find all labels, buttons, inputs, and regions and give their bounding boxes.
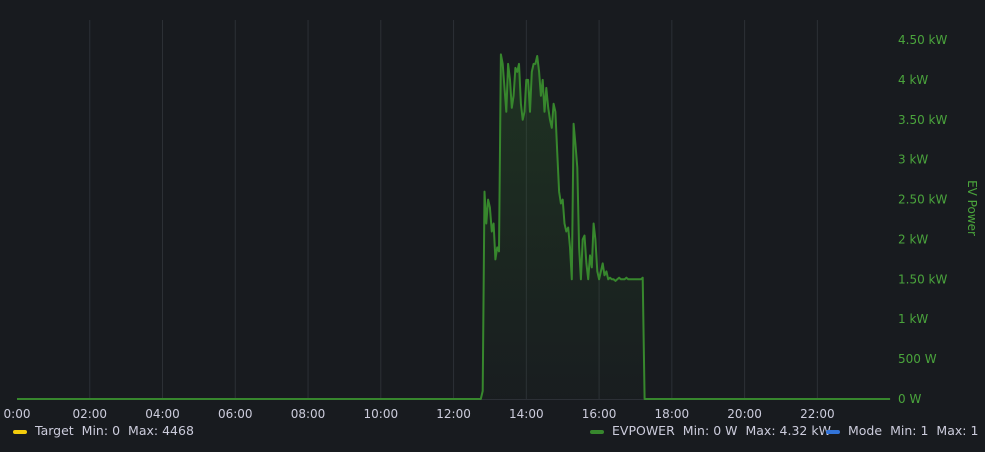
x-tick-label: 10:00 (364, 407, 399, 421)
chart-grid (17, 20, 890, 400)
y-tick-label: 0 W (898, 392, 921, 406)
x-tick-label: 08:00 (291, 407, 326, 421)
legend-min-value: 0 (112, 423, 120, 438)
y-tick-label: 3 kW (898, 153, 928, 167)
y-axis: 0 W 500 W 1 kW 1.50 kW 2 kW 2.50 kW 3 kW 3.50 k… (898, 33, 947, 406)
x-tick-label: 20:00 (727, 407, 762, 421)
legend-label: Mode Min: 1 Max: 1 (848, 423, 978, 438)
legend: Target Min: 0 Max: 4468 EVPOWER Min: 0 W Max: 4.3… (13, 423, 978, 438)
legend-min-value: 0 W (713, 423, 737, 438)
x-axis: 0:00 02:00 04:00 06:00 08:00 10:00 12:00 14:00 1… (4, 407, 835, 421)
legend-min-label: Min: (890, 423, 916, 438)
legend-series-name: Target (34, 423, 74, 438)
x-tick-label: 04:00 (145, 407, 180, 421)
y-tick-label: 2.50 kW (898, 193, 947, 207)
legend-item-target[interactable]: Target Min: 0 Max: 4468 (13, 423, 194, 438)
legend-max-value: 4.32 kW (780, 423, 831, 438)
legend-series-name: Mode (848, 423, 882, 438)
legend-series-name: EVPOWER (612, 423, 675, 438)
x-tick-label: 12:00 (436, 407, 471, 421)
y-tick-label: 500 W (898, 352, 937, 366)
x-tick-label: 14:00 (509, 407, 544, 421)
legend-swatch (826, 430, 840, 434)
y-axis-title: EV Power (965, 180, 979, 236)
x-tick-label: 0:00 (4, 407, 31, 421)
y-tick-label: 4.50 kW (898, 33, 947, 47)
legend-max-label: Max: (936, 423, 966, 438)
y-tick-label: 4 kW (898, 73, 928, 87)
x-tick-label: 18:00 (655, 407, 690, 421)
legend-min-value: 1 (920, 423, 928, 438)
legend-item-evpower[interactable]: EVPOWER Min: 0 W Max: 4.32 kW (590, 423, 831, 438)
legend-label: Target Min: 0 Max: 4468 (34, 423, 194, 438)
legend-item-mode[interactable]: Mode Min: 1 Max: 1 (826, 423, 978, 438)
x-tick-label: 16:00 (582, 407, 617, 421)
x-tick-label: 02:00 (72, 407, 107, 421)
y-tick-label: 1 kW (898, 312, 928, 326)
legend-max-value: 4468 (162, 423, 194, 438)
legend-min-label: Min: (82, 423, 108, 438)
y-tick-label: 2 kW (898, 232, 928, 246)
evpower-line-group (17, 53, 891, 400)
legend-label: EVPOWER Min: 0 W Max: 4.32 kW (612, 423, 831, 438)
x-tick-label: 22:00 (800, 407, 835, 421)
legend-max-label: Max: (128, 423, 158, 438)
evpower-series-line (17, 53, 891, 400)
legend-max-label: Max: (745, 423, 775, 438)
legend-min-label: Min: (683, 423, 709, 438)
y-tick-label: 1.50 kW (898, 272, 947, 286)
legend-swatch (13, 430, 27, 434)
x-tick-label: 06:00 (218, 407, 253, 421)
y-tick-label: 3.50 kW (898, 113, 947, 127)
legend-swatch (590, 430, 604, 434)
legend-max-value: 1 (970, 423, 978, 438)
